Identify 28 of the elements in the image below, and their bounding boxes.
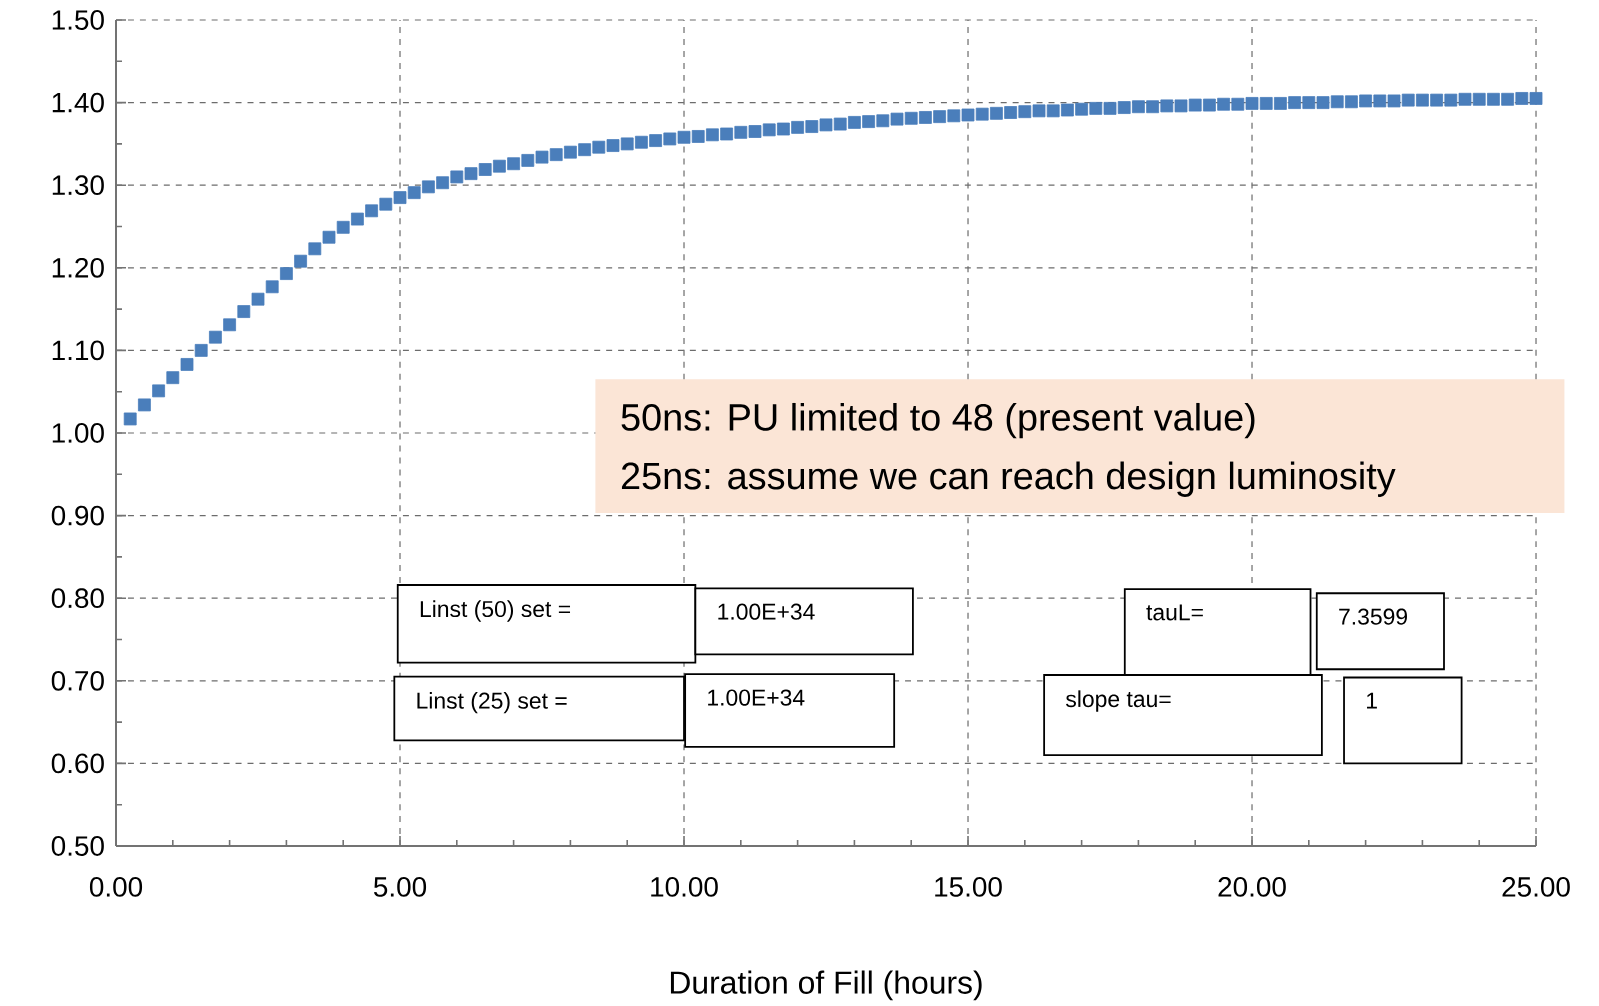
annotation: 1.00E+34: [718, 603, 815, 620]
annotation: Linst (50) set =: [420, 600, 571, 622]
x-tick-label: 0.00: [89, 877, 143, 897]
y-tick-label: 1.20: [52, 257, 104, 278]
y-tick-label: 1.30: [52, 175, 104, 196]
annotation: Linst (25) set =: [417, 691, 567, 714]
x-tick-label: 20.00: [1218, 877, 1286, 897]
annotation: 1: [1367, 692, 1377, 709]
y-tick-label: 1.40: [52, 92, 104, 113]
annotation: slope tau=: [1065, 690, 1171, 712]
y-tick-label: 0.60: [51, 753, 104, 774]
x-tick-label: 10.00: [651, 877, 718, 897]
y-tick-label: 0.90: [51, 505, 104, 526]
x-axis-title: Duration of Fill (hours): [670, 970, 982, 1001]
y-tick-label: 0.80: [51, 588, 104, 609]
x-tick-label: 5.00: [373, 877, 427, 897]
annotation: 1.00E+34: [708, 689, 805, 706]
x-tick-label: 25.00: [1502, 877, 1570, 897]
annotation: tauL=: [1146, 604, 1203, 621]
y-tick-label: 1.00: [52, 423, 104, 443]
annotation: 7.3599: [1339, 608, 1407, 625]
y-tick-label: 1.10: [52, 340, 104, 361]
y-tick-label: 0.50: [51, 836, 104, 856]
annotation: 50ns: PU limited to 48 (present value): [621, 402, 1255, 439]
y-tick-label: 0.70: [51, 670, 104, 691]
x-tick-label: 15.00: [935, 877, 1002, 897]
y-tick-label: 1.50: [52, 10, 104, 30]
annotation: 25ns: assume we can reach design luminosity: [621, 461, 1396, 497]
